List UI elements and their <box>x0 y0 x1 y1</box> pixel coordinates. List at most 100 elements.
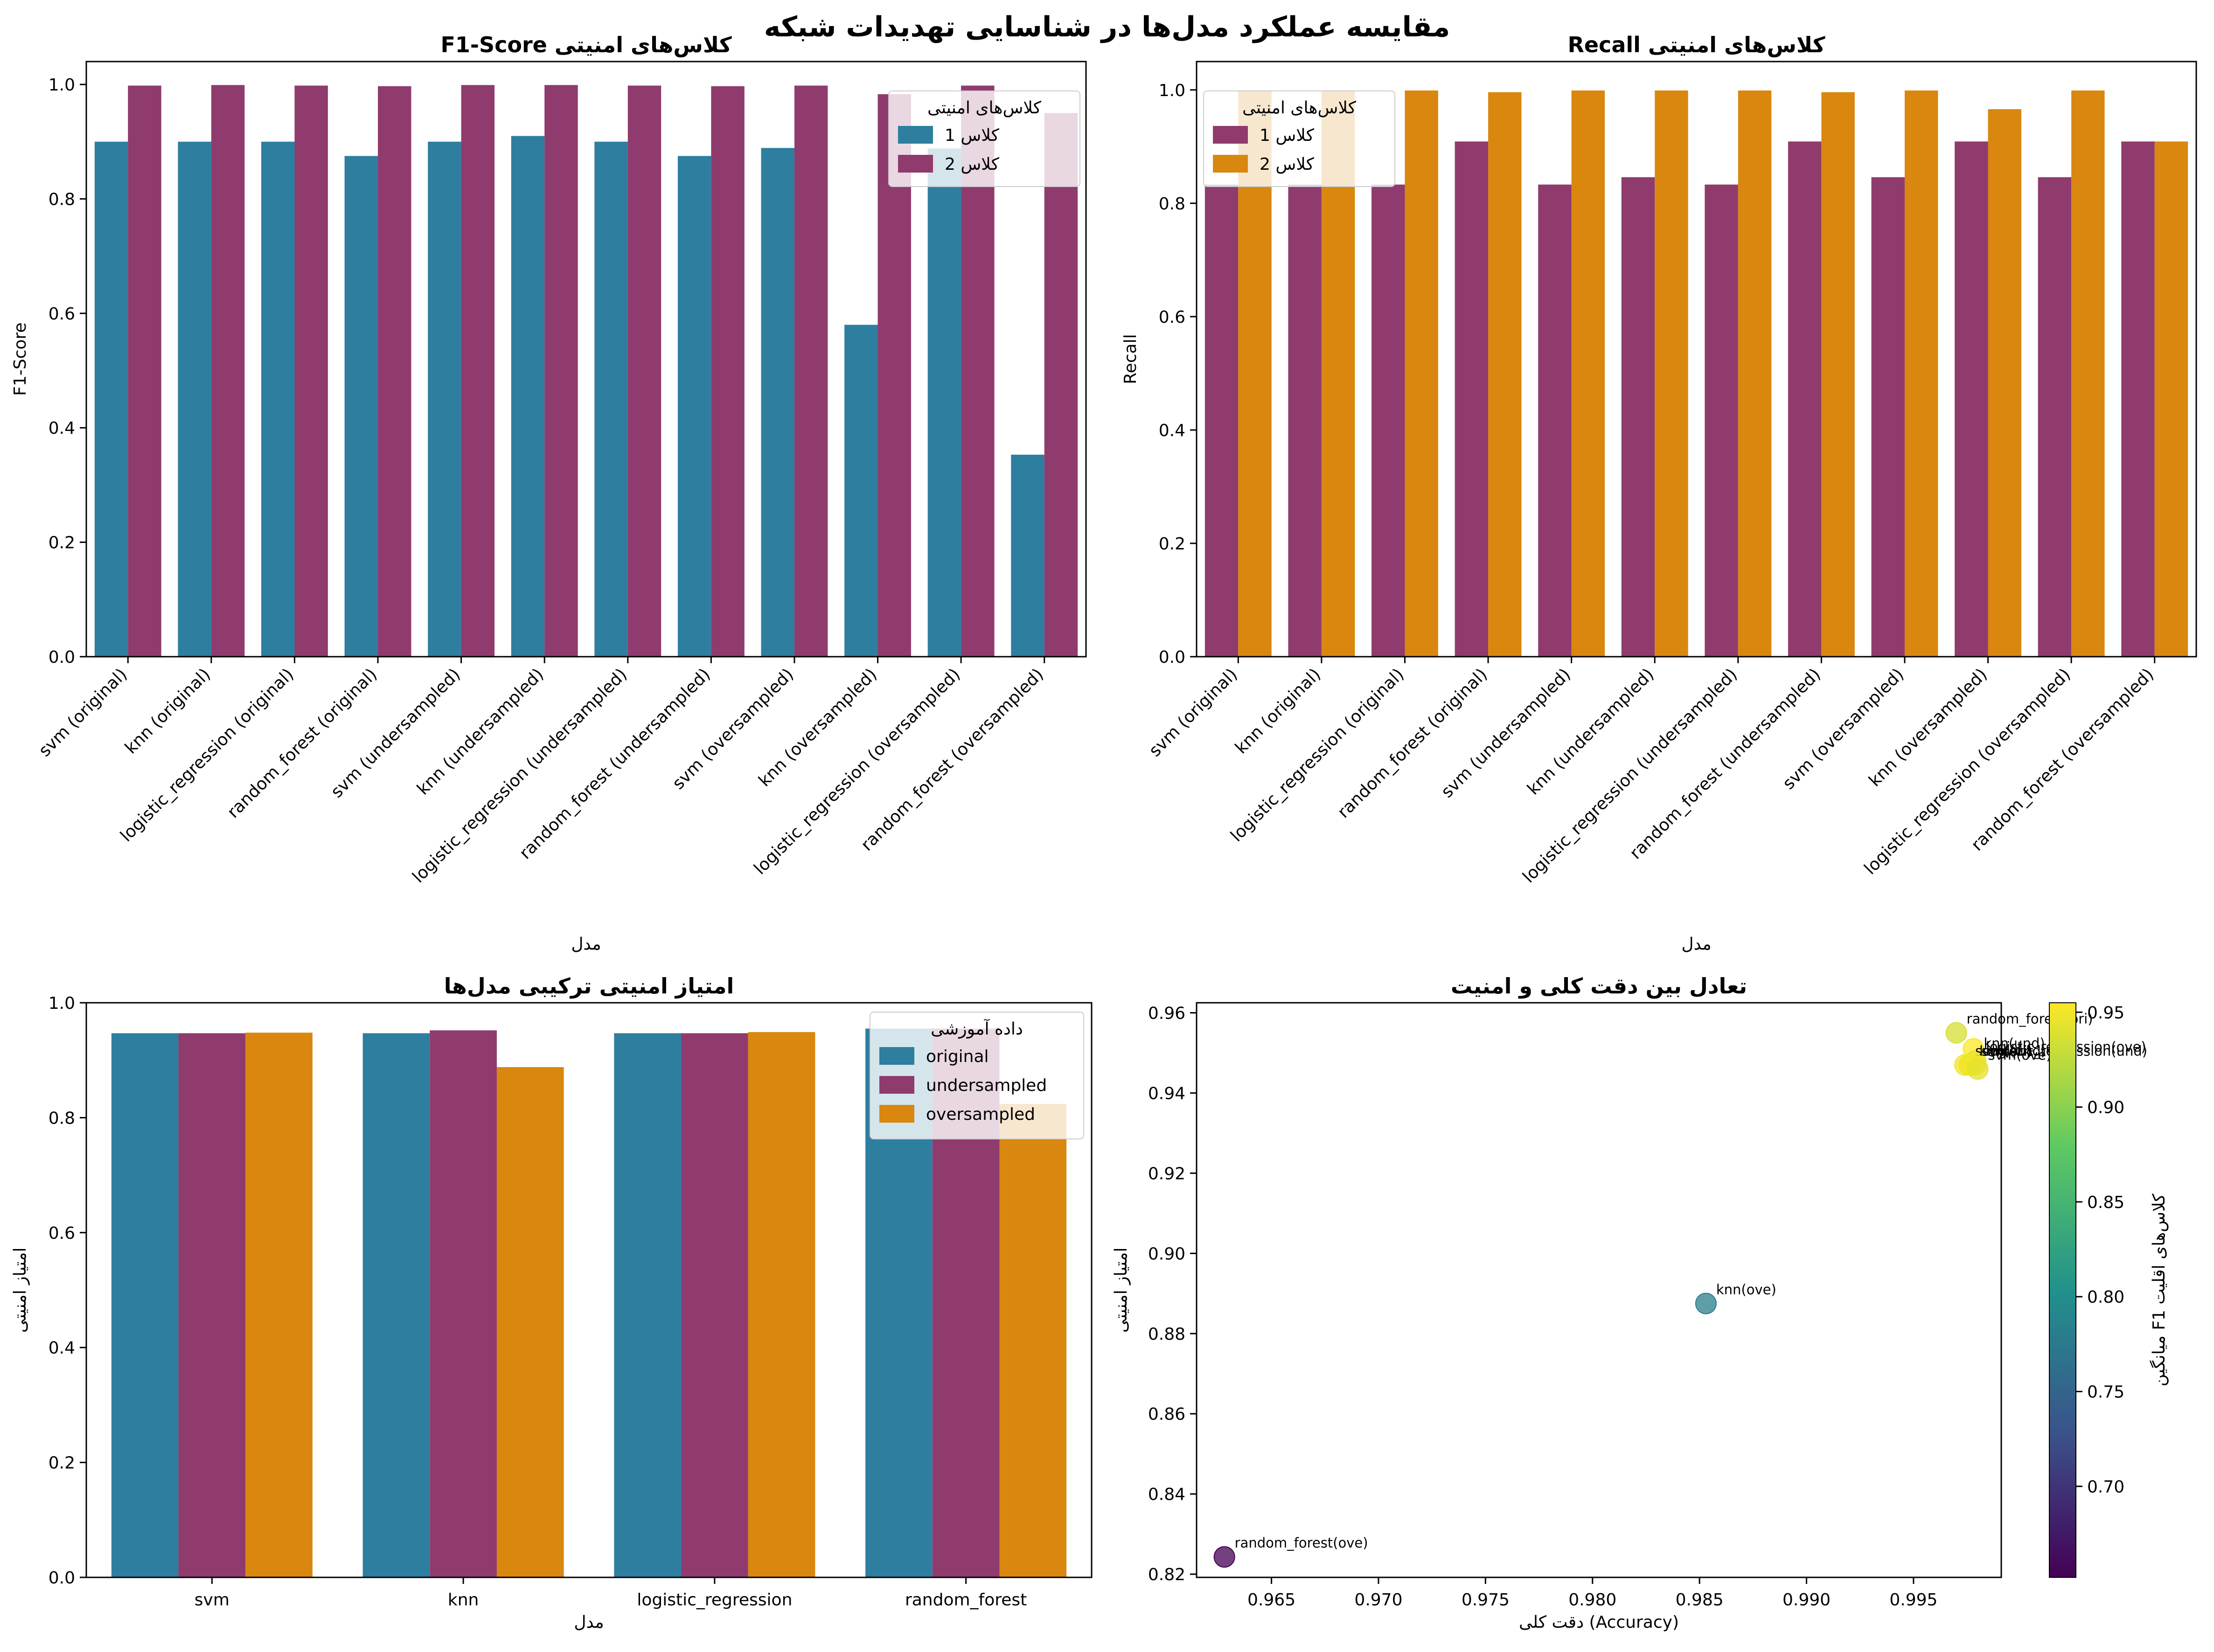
y-tick-label: 0.82 <box>1148 1565 1185 1584</box>
bar-کلاس-1-0 <box>94 141 128 657</box>
bar-کلاس-1-6 <box>1705 184 1738 657</box>
x-tick-label: random_forest <box>905 1590 1027 1610</box>
bar-کلاس-1-2 <box>1372 184 1405 657</box>
point-label: knn(und) <box>1984 1035 2045 1051</box>
axes-frame <box>85 1002 1093 1578</box>
bar-undersampled-0 <box>178 1033 246 1577</box>
legend-title: کلاس‌های امنیتی <box>927 98 1042 118</box>
legend-swatch <box>898 155 933 173</box>
legend-swatch <box>1213 126 1248 144</box>
legend-label: کلاس 1 <box>1260 126 1315 145</box>
x-axis-label: دقت کلی (Accuracy) <box>1519 1613 1679 1632</box>
axes-frame <box>85 61 1087 658</box>
figure-suptitle: مقایسه عملکرد مدل‌ها در شناسایی تهدیدات … <box>764 11 1450 43</box>
legend-title: کلاس‌های امنیتی <box>1242 98 1357 118</box>
bar-کلاس-2-6 <box>627 85 661 657</box>
legend-swatch <box>898 126 933 144</box>
legend-swatch <box>1213 155 1248 173</box>
y-tick-label: 0.6 <box>49 1224 75 1243</box>
legend-swatch <box>879 1105 914 1123</box>
bar-undersampled-1 <box>430 1030 497 1577</box>
colorbar-label: میانگین F1 کلاس‌های اقلیت <box>2149 1194 2169 1387</box>
point-label: svm(ori) <box>1975 1043 2032 1059</box>
bar-کلاس-1-10 <box>2038 177 2072 657</box>
bar-کلاس-2-5 <box>1655 90 1688 657</box>
colorbar-tick-label: 0.70 <box>2087 1478 2124 1497</box>
bar-کلاس-1-0 <box>1204 184 1239 657</box>
bar-کلاس-1-2 <box>261 141 295 657</box>
axes-frame <box>1196 61 2197 658</box>
bar-oversampled-3 <box>999 1104 1067 1577</box>
colorbar-tick-label: 0.75 <box>2087 1383 2124 1402</box>
bar-کلاس-1-6 <box>594 141 628 657</box>
colorbar-tick-label: 0.90 <box>2087 1098 2124 1118</box>
bar-کلاس-1-7 <box>677 156 711 657</box>
bar-کلاس-2-3 <box>1488 92 1522 657</box>
y-axis-label: امتیاز امنیتی <box>11 1248 30 1333</box>
y-tick-label: 0.92 <box>1148 1164 1185 1183</box>
bar-کلاس-1-8 <box>761 148 794 657</box>
x-tick-label: logistic_regression <box>637 1590 792 1610</box>
bar-undersampled-2 <box>681 1033 748 1577</box>
bar-کلاس-2-3 <box>378 86 411 657</box>
bar-کلاس-1-9 <box>1955 141 1988 657</box>
colorbar-tick-label: 0.80 <box>2087 1288 2124 1307</box>
x-tick-label: 0.985 <box>1676 1590 1724 1610</box>
bar-کلاس-2-7 <box>711 86 745 657</box>
x-tick-label: random_forest (oversampled) <box>857 665 1047 854</box>
y-tick-label: 1.0 <box>1159 81 1185 100</box>
bar-کلاس-1-5 <box>511 136 545 657</box>
y-tick-label: 0.2 <box>49 534 75 553</box>
bar-کلاس-2-2 <box>294 85 328 657</box>
bar-کلاس-2-6 <box>1738 90 1772 657</box>
y-tick-label: 0.4 <box>1159 421 1185 440</box>
x-tick-label: svm <box>195 1590 230 1610</box>
bar-کلاس-1-3 <box>344 156 378 657</box>
point-label: random_forest(ove) <box>1235 1535 1368 1551</box>
axes-frame <box>1196 1002 2002 1578</box>
bar-کلاس-2-5 <box>544 85 578 657</box>
y-tick-label: 0.84 <box>1148 1485 1185 1504</box>
bar-original-2 <box>614 1033 682 1577</box>
bar-کلاس-1-7 <box>1788 141 1822 657</box>
legend-swatch <box>879 1076 914 1094</box>
f1-score-panel: 0.0 0.2 0.4 0.6 0.8 1.0 svm (original)knn (ori… <box>11 32 1087 954</box>
x-axis-label: مدل <box>574 1613 604 1632</box>
bar-کلاس-1-1 <box>1288 184 1322 657</box>
x-tick-label: random_forest (original) <box>1334 665 1491 822</box>
y-tick-label: 0.0 <box>49 1569 75 1588</box>
x-tick-label: 0.995 <box>1889 1590 1937 1610</box>
colorbar-tick-label: 0.95 <box>2087 1003 2124 1022</box>
bar-کلاس-1-11 <box>1011 454 1044 657</box>
bar-oversampled-1 <box>496 1067 564 1577</box>
y-tick-label: 0.6 <box>1159 308 1185 327</box>
y-tick-label: 0.0 <box>49 648 75 667</box>
x-tick-label: random_forest (oversampled) <box>1968 665 2158 854</box>
accuracy-vs-security-panel: 0.82 0.84 0.86 0.88 0.90 0.92 0.94 0.96 0.965 0.9… <box>1112 973 2169 1632</box>
y-tick-label: 0.90 <box>1148 1244 1185 1263</box>
legend-swatch <box>879 1047 914 1065</box>
bar-original-1 <box>362 1033 430 1577</box>
bar-original-0 <box>111 1033 179 1577</box>
y-tick-label: 0.88 <box>1148 1325 1185 1344</box>
scatter-point <box>1695 1292 1717 1314</box>
panel-title: تعادل بین دقت کلی و امنیت <box>1451 973 1747 999</box>
y-tick-label: 0.4 <box>49 1339 75 1358</box>
legend-title: داده آموزشی <box>931 1018 1023 1039</box>
bar-کلاس-1-11 <box>2121 141 2155 657</box>
scatter-point <box>1967 1058 1989 1080</box>
bar-کلاس-2-1 <box>211 85 245 657</box>
x-tick-label: 0.980 <box>1568 1590 1616 1610</box>
legend-label: undersampled <box>926 1076 1047 1095</box>
bar-کلاس-1-9 <box>844 325 878 657</box>
bar-کلاس-2-9 <box>1988 109 2021 657</box>
point-label: svm(ove) <box>1988 1047 2052 1063</box>
bar-کلاس-2-4 <box>461 85 495 657</box>
legend-box <box>888 90 1080 187</box>
y-tick-label: 0.4 <box>49 419 75 438</box>
x-tick-label: 0.965 <box>1247 1590 1295 1610</box>
y-tick-label: 0.6 <box>49 305 75 324</box>
bar-کلاس-1-3 <box>1455 141 1489 657</box>
legend-box <box>1203 90 1395 187</box>
x-tick-label: 0.970 <box>1354 1590 1402 1610</box>
